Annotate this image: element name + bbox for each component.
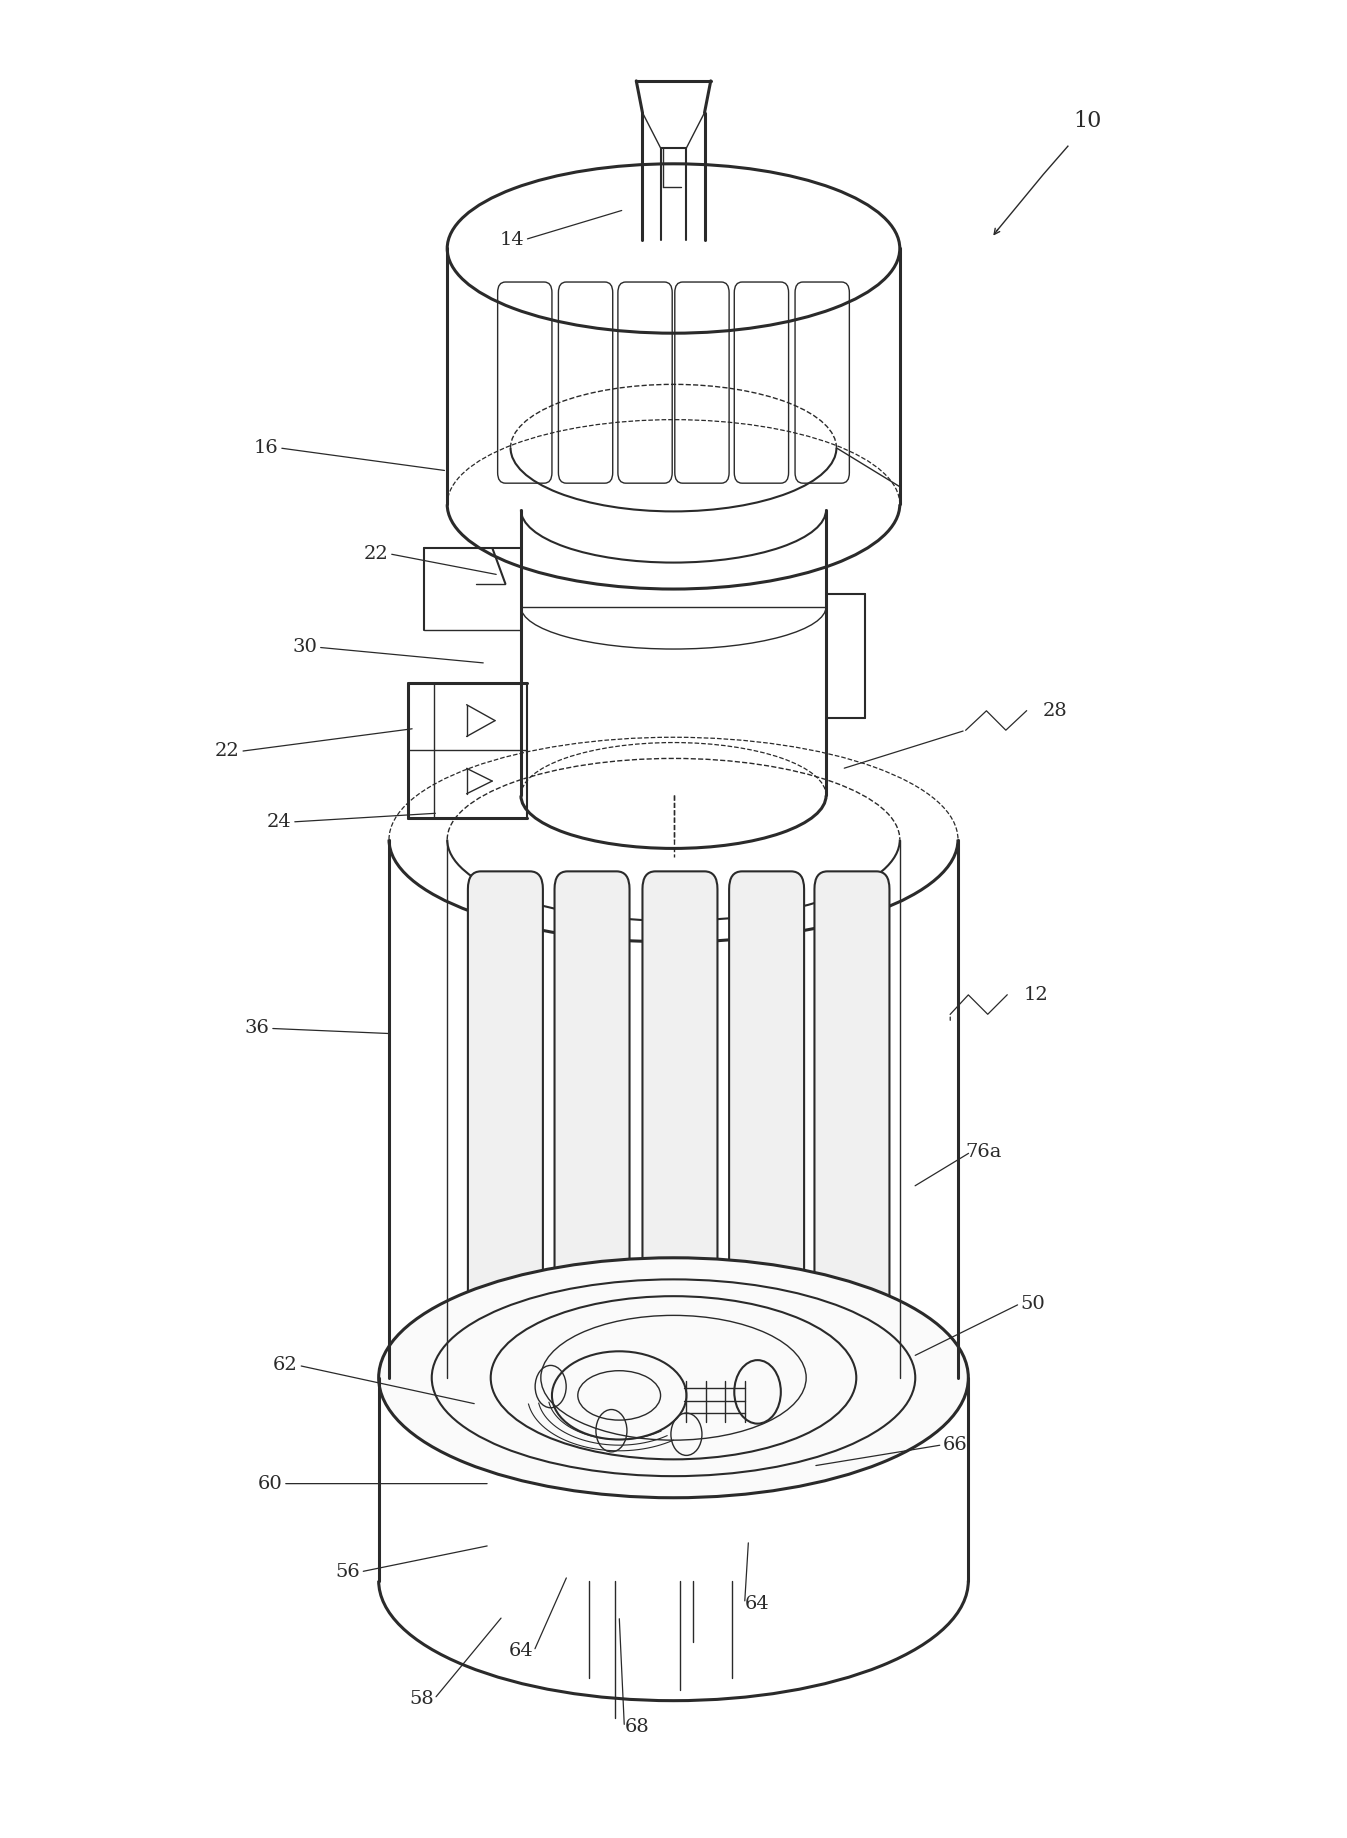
Text: 22: 22 xyxy=(216,743,240,761)
Text: 64: 64 xyxy=(509,1643,533,1660)
Text: 56: 56 xyxy=(335,1562,360,1581)
Text: 36: 36 xyxy=(245,1020,269,1037)
Text: 24: 24 xyxy=(267,812,291,831)
Text: 22: 22 xyxy=(364,544,388,562)
Text: 12: 12 xyxy=(1024,985,1048,1004)
Ellipse shape xyxy=(379,1257,968,1498)
Text: 50: 50 xyxy=(1021,1294,1045,1312)
Text: 10: 10 xyxy=(1074,110,1102,132)
Text: 68: 68 xyxy=(625,1719,649,1737)
Text: 30: 30 xyxy=(292,638,318,656)
FancyBboxPatch shape xyxy=(729,871,804,1334)
Text: 16: 16 xyxy=(253,439,279,458)
Text: 64: 64 xyxy=(745,1595,770,1612)
Text: 58: 58 xyxy=(409,1689,434,1708)
Text: 60: 60 xyxy=(257,1474,283,1492)
Text: 62: 62 xyxy=(273,1356,298,1375)
FancyBboxPatch shape xyxy=(555,871,629,1334)
FancyBboxPatch shape xyxy=(815,871,889,1334)
FancyBboxPatch shape xyxy=(467,871,543,1334)
Text: 76a: 76a xyxy=(966,1143,1002,1162)
Text: 14: 14 xyxy=(500,232,524,248)
FancyBboxPatch shape xyxy=(643,871,718,1334)
Text: 66: 66 xyxy=(943,1435,967,1454)
Text: 28: 28 xyxy=(1043,702,1067,720)
